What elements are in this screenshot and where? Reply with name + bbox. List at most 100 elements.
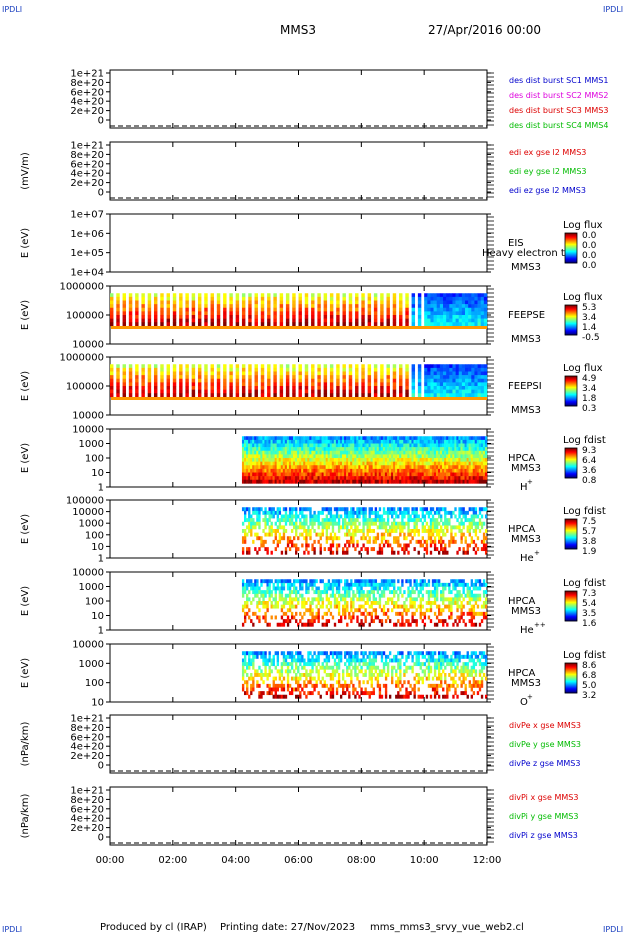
spectrogram-cell — [391, 550, 394, 555]
spectrogram-cell — [342, 364, 346, 369]
spectrogram-cell — [223, 318, 227, 323]
spectrogram-cell — [382, 450, 386, 455]
spectrogram-cell — [468, 386, 472, 390]
spectrogram-cell — [329, 322, 334, 327]
spectrogram-cell — [480, 386, 485, 390]
colorbar-tick-label: 1.9 — [582, 547, 597, 557]
spectrogram-cell — [319, 543, 322, 548]
spectrogram-cell — [241, 300, 246, 305]
spectrogram-cell — [442, 479, 445, 484]
spectrogram-cell — [354, 439, 357, 444]
spectrogram-cell — [313, 597, 316, 602]
spectrogram-cell — [374, 447, 378, 452]
spectrogram-cell — [278, 586, 282, 591]
spectrogram-cell — [446, 375, 450, 380]
spectrogram-cell — [429, 619, 433, 624]
spectrogram-cell — [282, 458, 286, 462]
spectrogram-cell — [327, 479, 331, 484]
colorbar-segment — [565, 256, 577, 258]
spectrogram-cell — [455, 393, 460, 398]
y-tick-label: 10000 — [72, 425, 104, 436]
spectrogram-cell — [264, 532, 267, 537]
spectrogram-cell — [282, 536, 286, 541]
spectrogram-cell — [374, 443, 378, 448]
spectrogram-cell — [337, 543, 341, 548]
spectrogram-cell — [278, 521, 282, 526]
spectrogram-cell — [252, 472, 255, 477]
spectrogram-cell — [260, 378, 265, 383]
spectrogram-cell — [342, 518, 345, 523]
spectrogram-cell — [348, 315, 353, 319]
spectrogram-cell — [262, 597, 265, 602]
spectrogram-cell — [443, 318, 447, 323]
spectrogram-cell — [464, 461, 467, 466]
spectrogram-cell — [256, 439, 259, 444]
spectrogram-cell — [288, 447, 292, 452]
y-tick-label: 100000 — [66, 311, 104, 322]
spectrogram-cell — [264, 619, 267, 624]
spectrogram-cell — [367, 382, 372, 387]
spectrogram-cell — [327, 507, 331, 512]
spectrogram-cell — [391, 525, 394, 530]
spectrogram-cell — [452, 393, 456, 398]
spectrogram-cell — [367, 296, 372, 301]
spectrogram-cell — [466, 582, 469, 587]
spectrogram-cell — [397, 539, 400, 544]
spectrogram-cell — [321, 529, 324, 533]
spectrogram-cell — [352, 450, 355, 455]
spectrogram-cell — [427, 590, 431, 595]
spectrogram-cell — [361, 371, 365, 376]
colorbar-segment — [565, 394, 577, 396]
spectrogram-cell — [288, 539, 292, 544]
spectrogram-cell — [293, 443, 296, 448]
spectrogram-cell — [301, 479, 304, 484]
spectrogram-cell — [483, 318, 488, 323]
spectrogram-cell — [317, 468, 320, 473]
spectrogram-cell — [256, 465, 259, 470]
spectrogram-cell — [301, 468, 304, 473]
spectrogram-cell — [276, 476, 280, 481]
spectrogram-cell — [248, 518, 251, 523]
spectrogram-cell — [216, 311, 221, 316]
spectrogram-cell — [405, 375, 409, 380]
spectrogram-cell — [460, 465, 463, 470]
spectrogram-cell — [386, 378, 390, 383]
spectrogram-cell — [354, 447, 357, 452]
spectrogram-cell — [403, 468, 406, 473]
spectrogram-cell — [421, 479, 424, 484]
spectrogram-cell — [444, 476, 447, 481]
spectrogram-cell — [444, 439, 447, 444]
spectrogram-cell — [352, 479, 355, 484]
spectrogram-cell — [243, 436, 247, 441]
spectrogram-cell — [450, 604, 453, 609]
spectrogram-cell — [153, 389, 158, 394]
spectrogram-cell — [279, 300, 284, 305]
spectrogram-cell — [391, 458, 394, 462]
spectrogram-cell — [191, 318, 196, 323]
spectrogram-cell — [427, 468, 431, 473]
colorbar-segment — [565, 382, 577, 384]
spectrogram-cell — [393, 468, 396, 473]
spectrogram-cell — [229, 364, 233, 369]
spectrogram-cell — [297, 458, 300, 462]
colorbar-segment — [565, 402, 577, 404]
spectrogram-cell — [356, 597, 359, 602]
spectrogram-cell — [364, 468, 367, 473]
spectrogram-cell — [179, 311, 183, 316]
spectrogram-cell — [378, 450, 382, 455]
spectrogram-cell — [295, 443, 298, 448]
colorbar-tick-label: 3.4 — [582, 384, 597, 394]
spectrogram-cell — [329, 389, 334, 394]
spectrogram-cell — [405, 472, 408, 477]
spectrogram-cell — [229, 389, 233, 394]
spectrogram-cell — [333, 593, 337, 598]
spectrogram-cell — [317, 510, 320, 515]
spectrogram-cell — [413, 521, 416, 526]
spectrogram-cell — [456, 593, 459, 598]
spectrogram-cell — [303, 465, 306, 470]
spectrogram-cell — [348, 367, 353, 372]
spectrogram-cell — [399, 472, 402, 477]
spectrogram-cell — [405, 367, 409, 372]
spectrogram-cell — [458, 304, 463, 309]
spectrogram-cell — [313, 447, 316, 452]
